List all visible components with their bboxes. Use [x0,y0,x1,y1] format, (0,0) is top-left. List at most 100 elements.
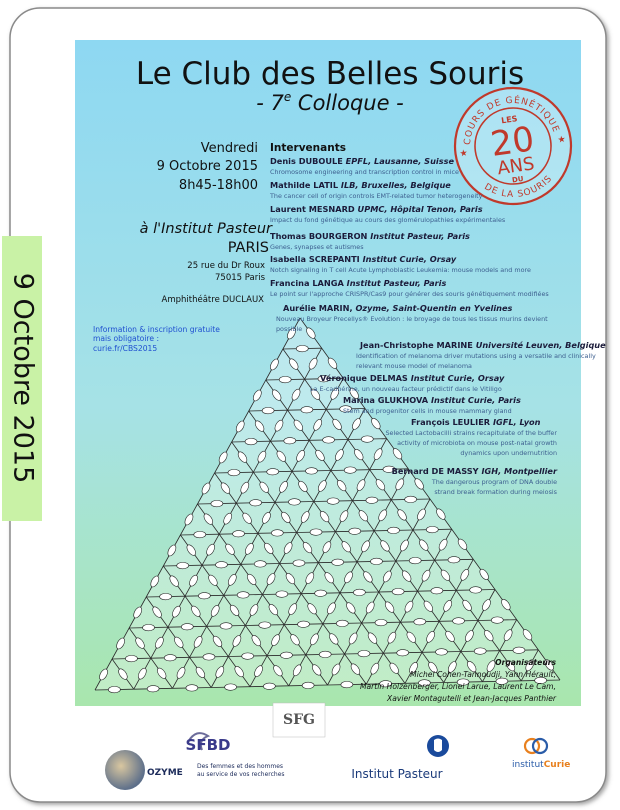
mouse-figure [194,531,206,538]
mouse-figure [397,649,409,656]
mouse-figure [211,500,223,507]
speaker-line: Aurélie MARIN, Ozyme, Saint-Quentin en Y… [283,303,513,313]
info-link[interactable]: curie.fr/CBS2015 [93,344,157,353]
info-line: Information & inscription gratuite [93,325,220,334]
mouse-figure [344,467,356,474]
mouse-figure [280,652,292,659]
talk-title: Genes, synapses et autismes [270,243,364,251]
mouse-figure [375,619,387,626]
mouse-figure [215,561,227,568]
mouse-figure [288,499,300,506]
mouse-figure [414,618,426,625]
speaker-affiliation: Institut Curie, Orsay [411,373,505,383]
speaker-name: Marina GLUKHOVA [343,395,429,405]
mouse-figure [237,592,249,599]
mouse-figure [232,530,244,537]
logo-pasteur-text: Institut Pasteur [351,767,442,781]
mouse-figure [361,436,373,443]
mouse-figure [349,528,361,535]
mouse-figure [405,496,417,503]
mouse-figure [341,681,353,688]
logo-ozyme-tagline: Des femmes et des hommes [197,763,283,770]
speaker-name: Francina LANGA [270,278,344,288]
info-line: mais obligatoire : [93,334,159,343]
talk-title: The cancer cell of origin controls EMT-r… [269,192,483,200]
organizers-line: Xavier Montagutelli et Jean-Jacques Pant… [386,694,557,703]
logo-sfg: SFG [273,703,325,737]
event-room: Amphithéâtre DUCLAUX [162,294,265,305]
mouse-figure [301,406,313,413]
mouse-figure [387,527,399,534]
speaker-name: Denis DUBOULE [270,156,343,166]
event-city: PARIS [228,240,269,256]
mouse-figure [296,345,308,352]
speaker-affiliation: Institut Curie, Paris [431,395,521,405]
mouse-figure [448,556,460,563]
logo-sfbd-text: SFBD [186,736,231,754]
mouse-figure [147,685,159,692]
speaker-line: Laurent MESNARD UPMC, Hôpital Tenon, Par… [270,204,483,214]
speaker-line: Jean-Christophe MARINE Université Leuven… [359,340,606,350]
speaker-name: François LEULIER [411,417,491,427]
speaker-affiliation: EPFL, Lausanne, Suisse [346,156,455,166]
stamp-du: DU [511,175,524,185]
subtitle-part: - 7 [256,91,284,115]
mouse-figure [125,655,137,662]
talk-title: Notch signaling in T cell Acute Lymphobl… [270,266,531,274]
event-time: 8h45-18h00 [179,178,258,193]
speaker-line: Véronique DELMAS Institut Curie, Orsay [320,373,505,383]
speaker-affiliation: IGFL, Lyon [493,417,541,427]
speaker-name: Laurent MESNARD [270,204,355,214]
mouse-figure [470,587,482,594]
poster-title: Le Club des Belles Souris [136,56,524,92]
talk-title: La E-cadhérine, un nouveau facteur prédi… [310,385,502,393]
subtitle-part: Colloque - [291,91,404,115]
mouse-figure [279,376,291,383]
speaker-name: Jean-Christophe MARINE [359,340,473,350]
mouse-figure [302,682,314,689]
mouse-figure [164,654,176,661]
talk-title: Nouveau Broyeur Precellys® Evolution : l… [276,315,548,323]
mouse-figure [327,498,339,505]
mouse-figure [228,469,240,476]
mouse-figure [254,561,266,568]
mouse-figure [310,529,322,536]
mouse-figure [263,683,275,690]
speaker-affiliation: Institut Pasteur, Paris [370,231,470,241]
speaker-name: Aurélie MARIN, [283,303,353,313]
speaker-affiliation: IGH, Montpellier [481,466,557,476]
mouse-figure [293,560,305,567]
talk-title: dynamics upon undernutrition [460,449,557,457]
speaker-name: Mathilde LATIL [270,180,338,190]
logo-ozyme-text: OZYME [147,768,183,778]
speaker-name: Bernard DE MASSY [392,466,480,476]
mouse-figure [259,622,271,629]
mouse-figure [319,651,331,658]
talk-title: possible [276,325,302,333]
speaker-line: Francina LANGA Institut Pasteur, Paris [270,278,446,288]
mouse-figure [284,437,296,444]
logo-curie-name: Curie [544,760,571,770]
mouse-figure [203,654,215,661]
talk-title: The dangerous program of DNA double [431,478,557,486]
mouse-figure [353,589,365,596]
speaker-name: Véronique DELMAS [320,373,408,383]
event-date: 9 Octobre 2015 [157,159,258,174]
talk-title: Impact du fond génétique au cours des gl… [270,216,506,224]
talk-title: Le point sur l'approche CRISPR/Cas9 pour… [270,290,549,298]
mouse-figure [409,557,421,564]
talk-title: Selected Lactobacilli strains recapitula… [385,429,557,437]
mouse-figure [332,559,344,566]
mouse-figure [452,618,464,625]
stamp-star: ★ [459,148,468,159]
talk-title: activity of microbiota on mouse post-nat… [397,439,557,447]
mouse-figure [305,468,317,475]
mouse-figure [297,621,309,628]
mouse-figure [426,526,438,533]
speaker-line: Marina GLUKHOVA Institut Curie, Paris [343,395,521,405]
mouse-figure [225,684,237,691]
mouse-figure [250,499,262,506]
speakers-heading: Intervenants [270,142,346,154]
mouse-figure [491,617,503,624]
talk-title: Chromosome engineering and transcription… [270,168,459,176]
